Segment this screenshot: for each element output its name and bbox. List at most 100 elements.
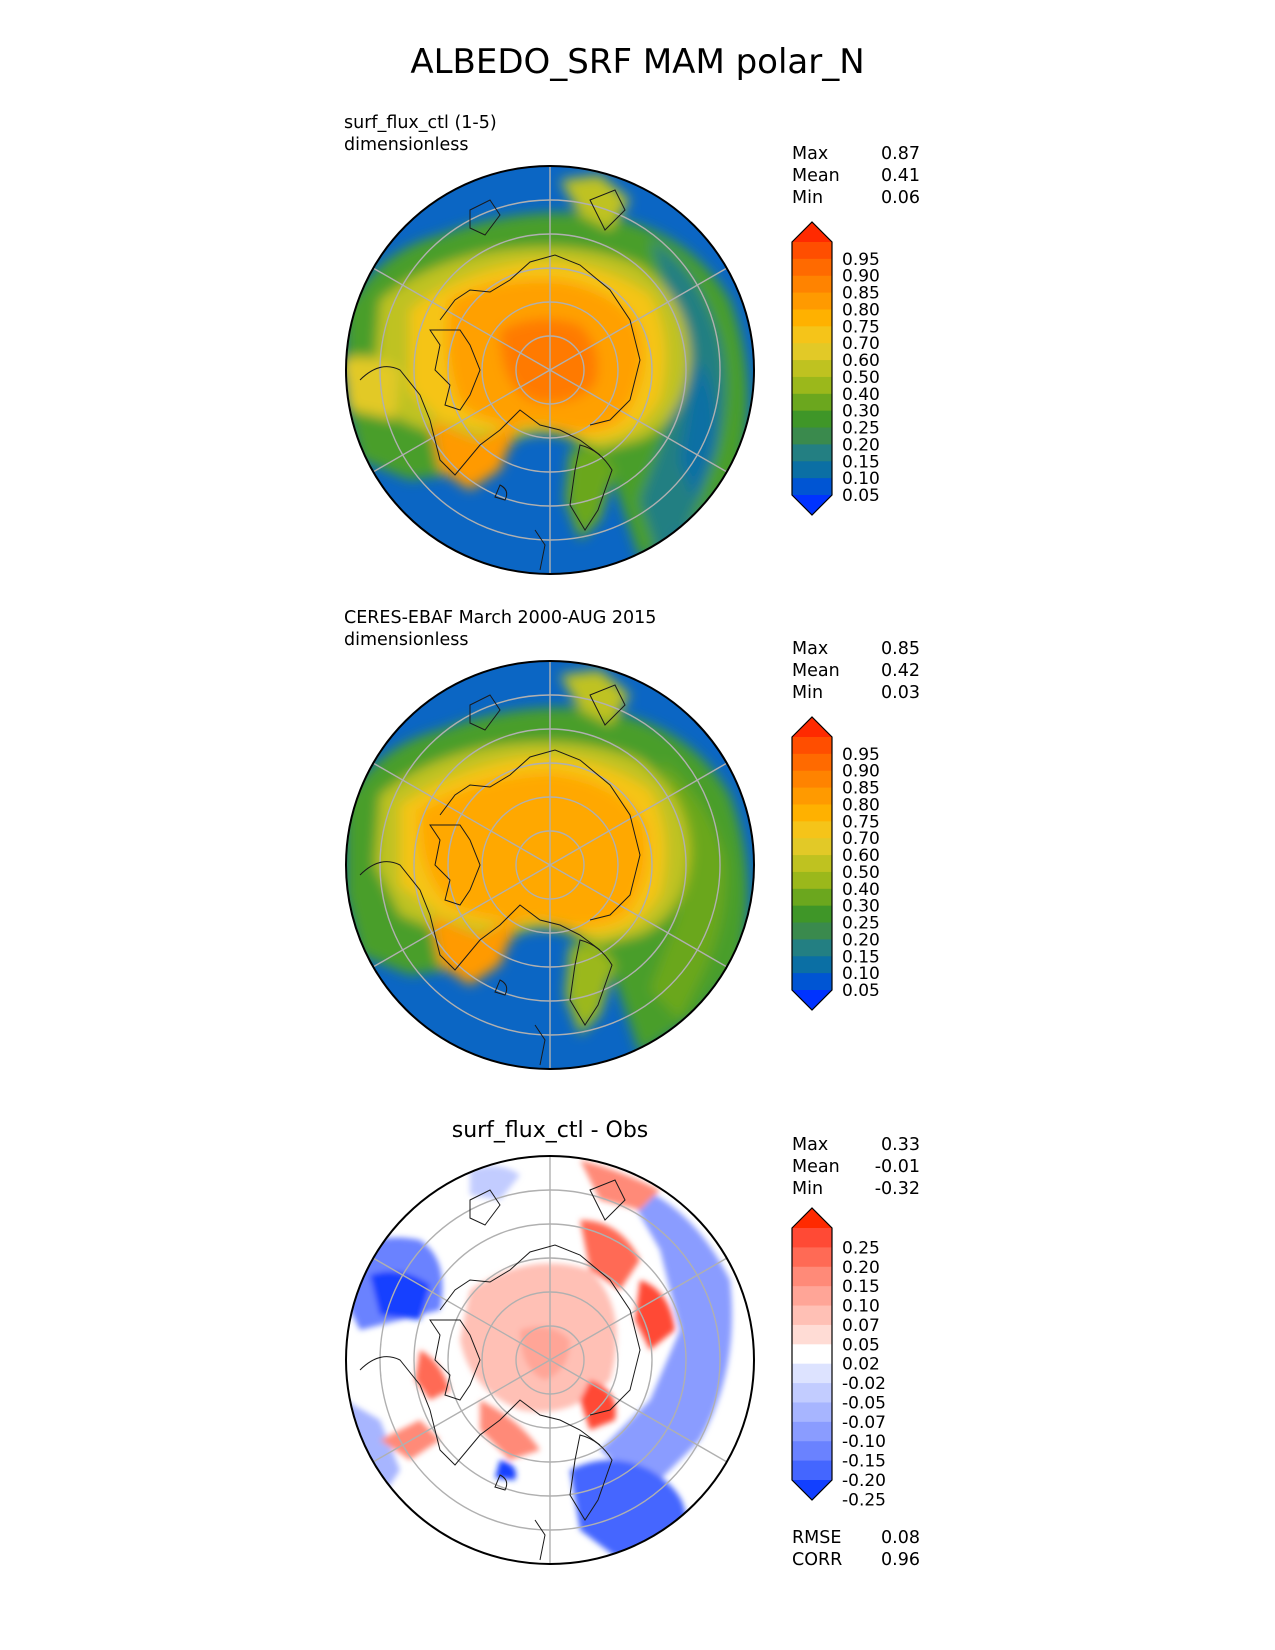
panel2-colorbar-segment (792, 922, 832, 940)
panel1-colorbar-segment (792, 242, 832, 260)
panel2-graticule (372, 661, 728, 1069)
panel2-title: CERES-EBAF March 2000-AUG 2015 dimension… (344, 607, 656, 651)
panel2-colorbar-segment (792, 753, 832, 772)
panel1-colorbar-tick-label: 0.70 (842, 334, 880, 354)
panel1-min-label: Min (792, 188, 824, 208)
panel1-colorbar-segment (792, 258, 832, 277)
panel1-units: dimensionless (344, 135, 469, 155)
panel2-title-line1: CERES-EBAF March 2000-AUG 2015 (344, 608, 657, 628)
panel2-mean-label: Mean (792, 661, 840, 681)
panel2-min-value: 0.03 (881, 683, 920, 703)
panel1-max-label: Max (792, 144, 829, 164)
panel2-max-label: Max (792, 639, 829, 659)
panel2-colorbar-extend-max (792, 717, 832, 737)
panel1-coastlines (359, 189, 641, 571)
panel2-colorbar-tick-label: 0.60 (842, 846, 880, 866)
panel2-colorbar-tick-label: 0.30 (842, 897, 880, 917)
panel1-max-value: 0.87 (881, 144, 920, 164)
panel2-colorbar-tick-label: 0.75 (842, 812, 880, 832)
panel1-colorbar-segment (792, 427, 832, 445)
panel1-colorbar-extend-min (792, 495, 832, 515)
panel3-colorbar-segment (792, 1247, 832, 1268)
panel3-graticule (372, 1156, 728, 1564)
panel2-colorbar-segment (792, 821, 832, 839)
panel2-colorbar-segment (792, 973, 832, 991)
panel1-mean-label: Mean (792, 166, 840, 186)
panel1-colorbar-tick-label: 0.95 (842, 250, 880, 270)
panel3-colorbar-tick-label: -0.20 (842, 1471, 886, 1491)
panel1-colorbar-segment (792, 393, 832, 412)
panel1-map-border (345, 165, 755, 575)
panel2-colorbar-tick-label: 0.40 (842, 880, 880, 900)
panel3-max-label: Max (792, 1135, 829, 1155)
panel3-colorbar-segment (792, 1286, 832, 1307)
panel1-colorbar-segment (792, 461, 832, 479)
panel3-colorbar-extend-min (792, 1480, 832, 1500)
panel1-colorbar-tick-label: 0.25 (842, 419, 880, 439)
panel3-map-border (345, 1155, 755, 1565)
panel3-colorbar-segment (792, 1228, 832, 1248)
panel1-colorbar-tick-label: 0.50 (842, 368, 880, 388)
panel2-units: dimensionless (344, 630, 469, 650)
panel3-colorbar-tick-label: -0.02 (842, 1374, 886, 1394)
panel2-colorbar-tick-label: 0.15 (842, 947, 880, 967)
panel3-colorbar-tick-label: -0.25 (842, 1490, 886, 1510)
panel2-max-value: 0.85 (881, 639, 920, 659)
panel3-max-value: 0.33 (881, 1135, 920, 1155)
panel1-min-value: 0.06 (881, 188, 920, 208)
panel1-colorbar-segment (792, 275, 832, 294)
panel3-min-value: -0.32 (874, 1179, 920, 1199)
panel1-colorbar-segment (792, 292, 832, 310)
panel1-colorbar-segment (792, 444, 832, 462)
panel2-colorbar-segment (792, 787, 832, 805)
panel1-colorbar-tick-label: 0.20 (842, 435, 880, 455)
panel2-colorbar-segment (792, 939, 832, 957)
rmse-value: 0.08 (881, 1528, 920, 1548)
panel1-colorbar-segment (792, 309, 832, 327)
panel1-colorbar-segment (792, 326, 832, 344)
panel2-colorbar-tick-label: 0.25 (842, 914, 880, 934)
figure-title: ALBEDO_SRF MAM polar_N (410, 42, 865, 82)
panel2-map-border (345, 660, 755, 1070)
panel2-colorbar-segment (792, 956, 832, 974)
panel1-colorbar-tick-label: 0.85 (842, 284, 880, 304)
panel3-mean-label: Mean (792, 1157, 840, 1177)
panel2-colorbar-segment (792, 838, 832, 856)
panel1-colorbar-segment (792, 360, 832, 378)
panel1-map (345, 165, 755, 575)
panel1-colorbar-segment (792, 376, 832, 395)
panel2-colorbar-tick-label: 0.20 (842, 930, 880, 950)
rmse-label: RMSE (792, 1528, 842, 1548)
panel2-colorbar-tick-label: 0.10 (842, 964, 880, 984)
panel3-colorbar-segment (792, 1421, 832, 1442)
panel2-colorbar-segment (792, 770, 832, 789)
panel2-colorbar-segment (792, 888, 832, 907)
panel3-metrics: RMSE 0.08 CORR 0.96 (792, 1527, 920, 1571)
panel3-colorbar-segment (792, 1344, 832, 1365)
panel1-colorbar-segment (792, 478, 832, 496)
panel1-stats: Max 0.87 Mean 0.41 Min 0.06 (792, 143, 920, 209)
panel3-colorbar-extend-max (792, 1208, 832, 1228)
corr-value: 0.96 (881, 1550, 920, 1570)
panel3-colorbar-tick-label: 0.10 (842, 1297, 880, 1317)
panel3-colorbar-segment (792, 1460, 832, 1481)
panel2-colorbar-tick-label: 0.50 (842, 863, 880, 883)
panel2-coastlines (359, 684, 641, 1066)
panel2-colorbar-extend-min (792, 990, 832, 1010)
corr-label: CORR (792, 1550, 843, 1570)
panel2-colorbar-segment (792, 855, 832, 873)
panel3-colorbar-tick-label: -0.05 (842, 1393, 886, 1413)
panel2-colorbar-segment (792, 804, 832, 822)
panel1-graticule (372, 166, 728, 574)
panel2-colorbar-tick-label: 0.70 (842, 829, 880, 849)
panel3-colorbar-tick-label: 0.07 (842, 1316, 880, 1336)
panel1-colorbar-tick-label: 0.30 (842, 402, 880, 422)
panel2-colorbar-segment (792, 737, 832, 755)
panel2-mean-value: 0.42 (881, 661, 920, 681)
panel3-colorbar-segment (792, 1363, 832, 1384)
panel3-colorbar-segment (792, 1402, 832, 1423)
panel3-coastlines (359, 1179, 641, 1561)
panel3-min-label: Min (792, 1179, 824, 1199)
panel3-colorbar-tick-label: 0.02 (842, 1355, 880, 1375)
